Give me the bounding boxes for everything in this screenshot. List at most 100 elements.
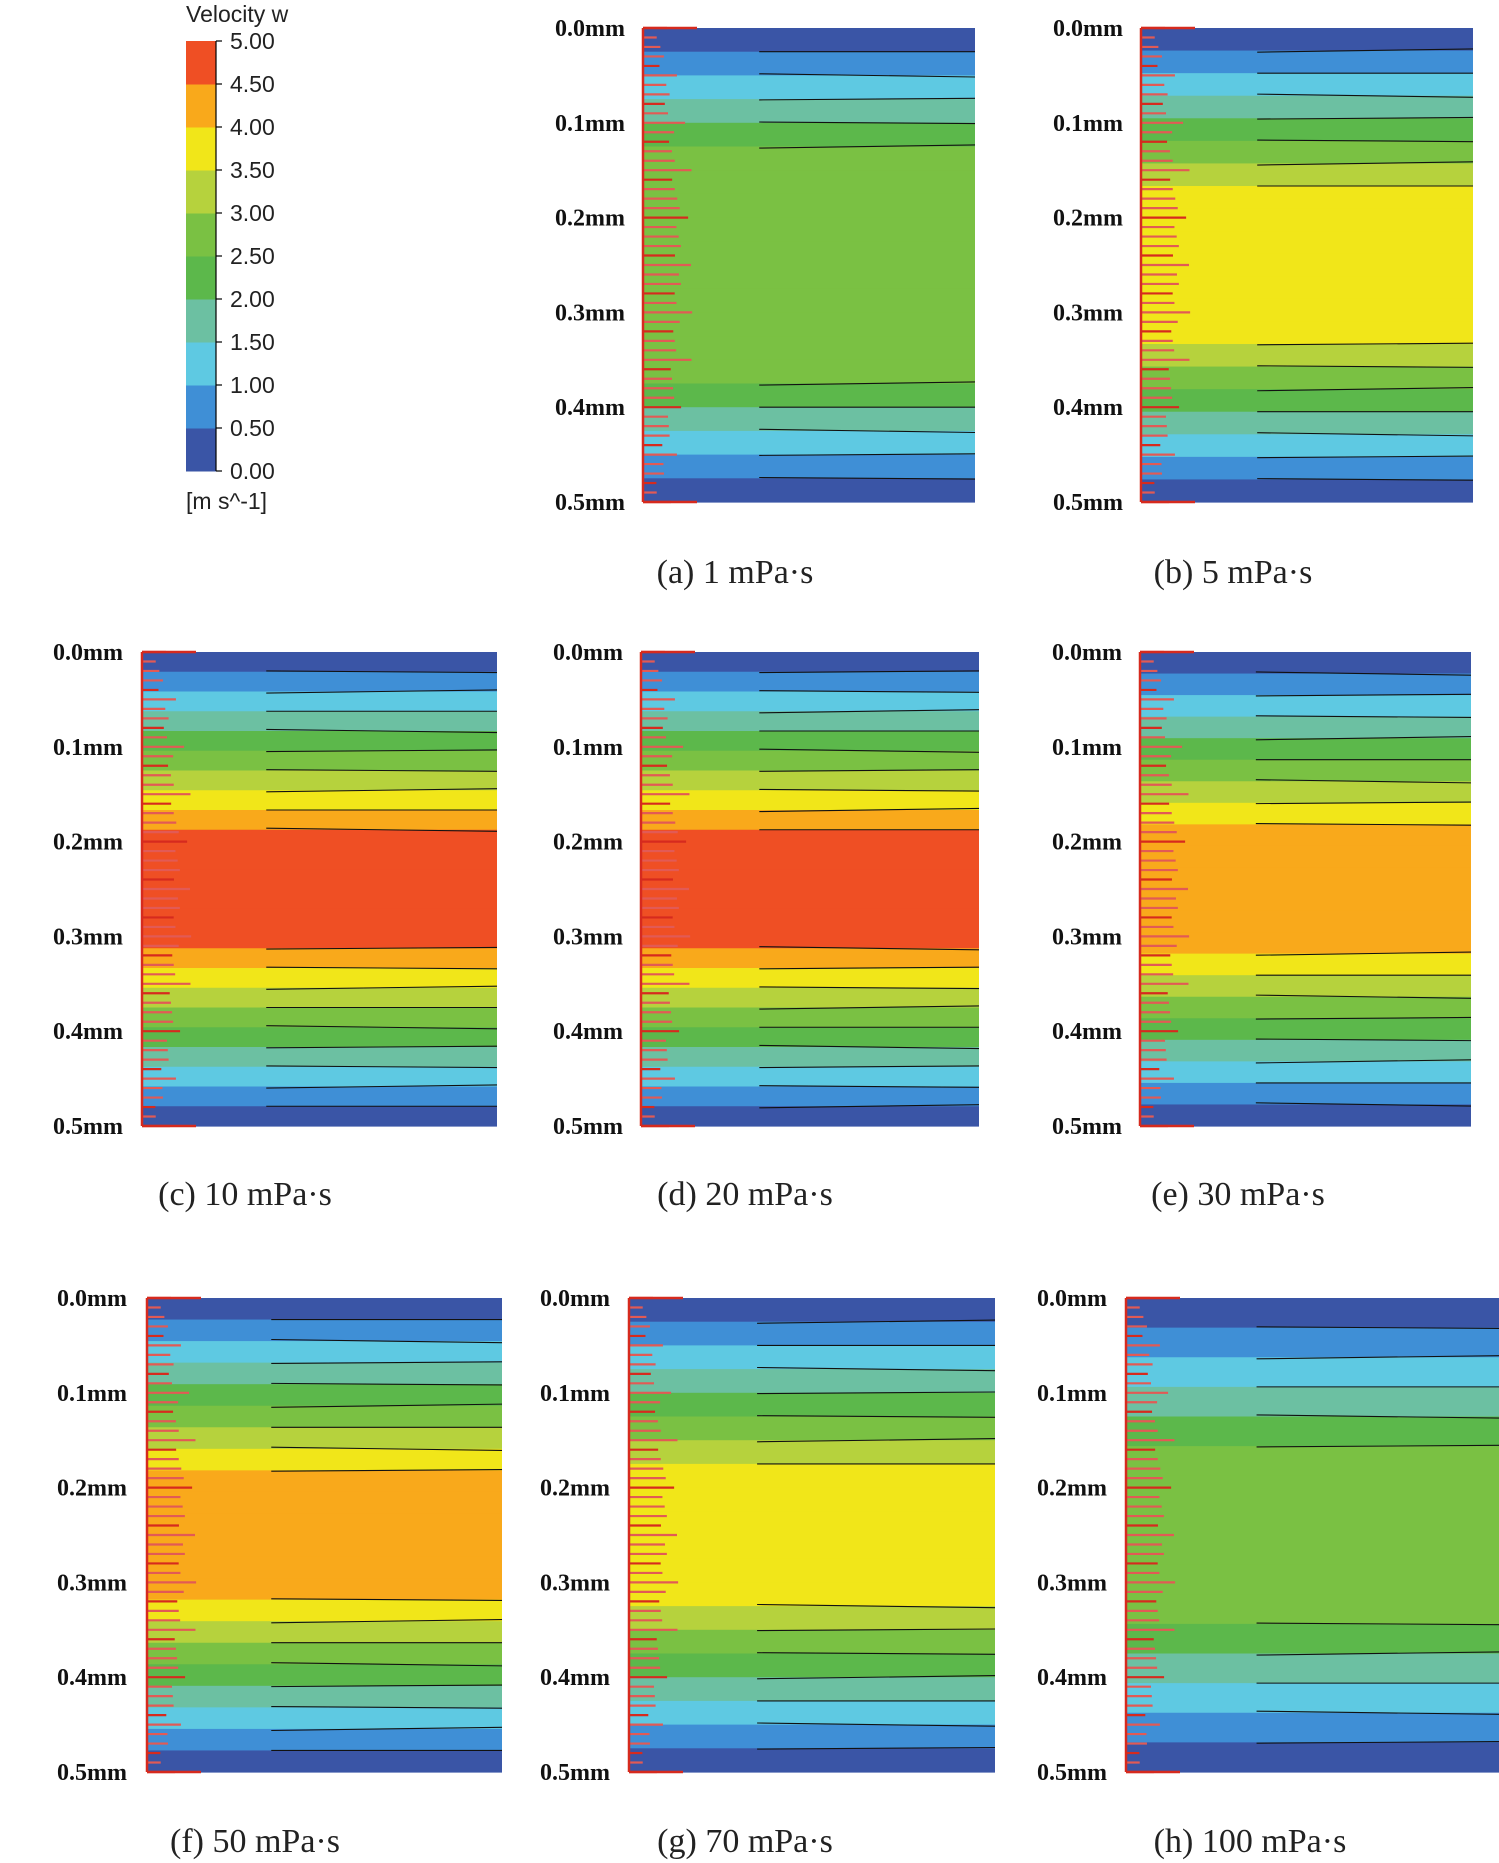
contour-band: [142, 928, 497, 949]
depth-label: 0.1mm: [1052, 735, 1122, 761]
contour-line: [759, 144, 976, 149]
contour-line: [1255, 823, 1472, 826]
contour-line: [1256, 1355, 1499, 1360]
contour-band: [1140, 1039, 1471, 1062]
contour-line: [1257, 116, 1474, 120]
contour-band: [641, 1027, 979, 1048]
contour-band: [643, 241, 975, 266]
contour-band: [643, 75, 975, 100]
contour-line: [1256, 1444, 1499, 1448]
legend-tick-label: 3.50: [230, 157, 275, 183]
contour-band: [629, 1487, 995, 1512]
contour-band: [147, 1685, 502, 1708]
contour-band: [1140, 802, 1471, 825]
contour-line: [271, 1726, 503, 1732]
contour-line: [266, 827, 498, 832]
panel-caption: (d) 20 mPa·s: [657, 1176, 833, 1213]
depth-label: 0.1mm: [555, 111, 625, 137]
legend-swatch-7: [186, 127, 216, 171]
contour-line: [759, 1005, 980, 1010]
panel-3: 0.0mm 0.1mm 0.2mm 0.3mm 0.4mm 0.5mm (d) 20 mPa…: [553, 640, 980, 1213]
contour-line: [266, 749, 498, 753]
contour-band: [643, 478, 975, 503]
contour-line: [759, 1044, 980, 1050]
contour-band: [629, 1345, 995, 1370]
contour-band: [147, 1535, 502, 1558]
contour-band: [1141, 321, 1473, 345]
contour-line: [1257, 48, 1474, 53]
contour-band: [629, 1748, 995, 1773]
contour-line: [1255, 994, 1472, 999]
contour-band: [142, 1027, 497, 1048]
legend-tick-label: 5.00: [230, 28, 275, 54]
contour-band: [643, 383, 975, 408]
contour-band: [1141, 186, 1473, 210]
contour-band: [641, 810, 979, 831]
contour-band: [1140, 910, 1471, 933]
contour-band: [1126, 1357, 1499, 1388]
contour-band: [1140, 1018, 1471, 1041]
panel-caption: (a) 1 mPa·s: [657, 554, 814, 591]
legend-unit: [m s^-1]: [186, 488, 267, 514]
depth-label: 0.1mm: [57, 1381, 127, 1407]
contour-band: [1140, 824, 1471, 847]
contour-line: [757, 1722, 996, 1727]
contour-line: [266, 1025, 498, 1030]
contour-band: [147, 1448, 502, 1471]
contour-line: [1255, 1102, 1472, 1107]
contour-line: [1257, 161, 1474, 166]
contour-band: [643, 217, 975, 242]
contour-band: [629, 1606, 995, 1631]
contour-band: [1141, 253, 1473, 277]
contour-band: [1141, 140, 1473, 165]
contour-band: [641, 829, 979, 851]
contour-band: [641, 869, 979, 890]
depth-label: 0.5mm: [1052, 1114, 1122, 1140]
depth-label: 0.1mm: [540, 1381, 610, 1407]
contour-band: [142, 829, 497, 851]
contour-band: [142, 987, 497, 1009]
contour-line: [1256, 1326, 1499, 1329]
contour-band: [641, 790, 979, 811]
contour-line: [1255, 715, 1472, 718]
contour-band: [147, 1362, 502, 1385]
contour-band: [1140, 867, 1471, 890]
contour-band: [643, 193, 975, 219]
contour-band: [643, 99, 975, 124]
contour-band: [643, 288, 975, 313]
depth-label: 0.2mm: [57, 1476, 127, 1502]
contour-band: [1141, 479, 1473, 503]
contour-line: [759, 428, 976, 434]
depth-label: 0.5mm: [540, 1760, 610, 1786]
contour-line: [1255, 1038, 1472, 1042]
contour-band: [1126, 1623, 1499, 1655]
depth-label: 0.1mm: [553, 735, 623, 761]
depth-label: 0.2mm: [540, 1476, 610, 1502]
contour-band: [1126, 1564, 1499, 1595]
contour-band: [1141, 411, 1473, 435]
depth-label: 0.4mm: [540, 1665, 610, 1691]
depth-label: 0.2mm: [1053, 206, 1123, 232]
contour-line: [759, 966, 980, 970]
legend-swatch-5: [186, 213, 216, 257]
panel-caption: (f) 50 mPa·s: [170, 1823, 340, 1860]
contour-band: [147, 1642, 502, 1665]
contour-band: [1140, 1061, 1471, 1084]
contour-band: [1141, 163, 1473, 187]
depth-label: 0.2mm: [53, 830, 123, 856]
depth-label: 0.3mm: [540, 1570, 610, 1596]
legend-tick-label: 4.50: [230, 71, 275, 97]
contour-line: [266, 985, 498, 990]
contour-line: [1256, 1651, 1499, 1656]
legend-swatch-3: [186, 299, 216, 343]
contour-band: [147, 1298, 502, 1321]
contour-line: [759, 1104, 980, 1109]
legend-tick-label: 0.50: [230, 415, 275, 441]
contour-band: [643, 146, 975, 171]
contour-band: [1140, 996, 1471, 1019]
legend-tick-label: 2.50: [230, 243, 275, 269]
contour-line: [757, 1628, 996, 1632]
contour-band: [142, 810, 497, 831]
depth-label: 0.3mm: [1053, 300, 1123, 326]
depth-label: 0.4mm: [1053, 395, 1123, 421]
